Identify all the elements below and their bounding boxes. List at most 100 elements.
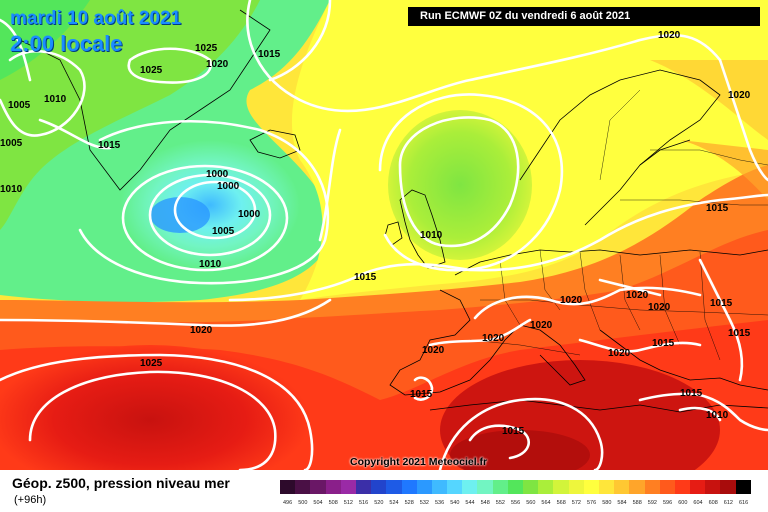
isobar-label: 1020 bbox=[190, 325, 213, 336]
isobar-label: 1020 bbox=[626, 290, 649, 301]
color-scale-tick: 584 bbox=[617, 500, 627, 506]
color-scale-tick: 604 bbox=[693, 500, 703, 506]
color-scale-tick: 572 bbox=[571, 500, 581, 506]
color-scale-tick: 544 bbox=[465, 500, 475, 506]
color-scale-tick: 576 bbox=[587, 500, 597, 506]
color-scale-swatch bbox=[735, 480, 751, 494]
isobar-label: 1020 bbox=[648, 302, 671, 313]
color-scale-tick: 516 bbox=[359, 500, 369, 506]
color-scale bbox=[280, 480, 751, 494]
color-scale-tick: 528 bbox=[404, 500, 414, 506]
isobar-label: 1005 bbox=[212, 226, 235, 237]
color-scale-tick: 588 bbox=[632, 500, 642, 506]
isobar-label: 1000 bbox=[217, 181, 240, 192]
color-scale-swatch bbox=[629, 480, 645, 494]
color-scale-swatch bbox=[477, 480, 493, 494]
isobar-label: 1015 bbox=[354, 272, 377, 283]
color-scale-swatch bbox=[720, 480, 736, 494]
lead-time: (+96h) bbox=[14, 494, 47, 506]
color-scale-swatch bbox=[690, 480, 706, 494]
color-scale-swatch bbox=[431, 480, 448, 494]
isobar-label: 1015 bbox=[410, 389, 433, 400]
color-scale-tick: 540 bbox=[450, 500, 460, 506]
color-scale-swatch bbox=[447, 480, 463, 494]
color-scale-swatch bbox=[295, 480, 311, 494]
isobar-label: 1020 bbox=[422, 345, 445, 356]
color-scale-swatch bbox=[659, 480, 675, 494]
color-scale-ticks: 496 500 504 508 512 516 520 524 528 532 536 540 544 5… bbox=[280, 500, 752, 510]
isobar-label: 1000 bbox=[238, 209, 261, 220]
isobar-label: 1005 bbox=[0, 138, 23, 149]
isobar-label: 1020 bbox=[728, 90, 751, 101]
color-scale-swatch bbox=[583, 480, 599, 494]
isobar-label: 1015 bbox=[502, 426, 525, 437]
color-scale-swatch bbox=[355, 480, 372, 494]
isobar-label: 1015 bbox=[98, 140, 121, 151]
isobar-label: 1020 bbox=[608, 348, 631, 359]
color-scale-swatch bbox=[325, 480, 341, 494]
copyright-text: Copyright 2021 Meteociel.fr bbox=[350, 456, 488, 468]
color-scale-swatch bbox=[538, 480, 554, 494]
color-scale-tick: 532 bbox=[419, 500, 429, 506]
map-canvas: 1025 1020 1015 1010 1005 1000 1000 1000 … bbox=[0, 0, 768, 470]
isobar-label: 1020 bbox=[482, 333, 505, 344]
color-scale-swatch bbox=[598, 480, 615, 494]
color-scale-swatch bbox=[614, 480, 630, 494]
isobar-labels: 1025 1020 1015 1010 1005 1000 1000 1000 … bbox=[0, 30, 751, 437]
color-scale-tick: 596 bbox=[663, 500, 673, 506]
color-scale-swatch bbox=[401, 480, 417, 494]
color-scale-tick: 608 bbox=[708, 500, 718, 506]
isobar-label: 1020 bbox=[530, 320, 553, 331]
color-scale-tick: 524 bbox=[389, 500, 399, 506]
isobar-label: 1025 bbox=[140, 358, 163, 369]
color-scale-tick: 580 bbox=[602, 500, 612, 506]
forecast-map: 1025 1020 1015 1010 1005 1000 1000 1000 … bbox=[0, 0, 768, 470]
color-scale-tick: 508 bbox=[328, 500, 338, 506]
isobar-label: 1015 bbox=[728, 328, 751, 339]
color-scale-tick: 548 bbox=[480, 500, 490, 506]
color-scale-swatch bbox=[492, 480, 508, 494]
isobar-label: 1020 bbox=[658, 30, 681, 41]
color-scale-swatch bbox=[310, 480, 326, 494]
color-scale-tick: 564 bbox=[541, 500, 551, 506]
isobars bbox=[0, 0, 768, 470]
isobar-label: 1015 bbox=[706, 203, 729, 214]
isobar-label: 1010 bbox=[44, 94, 67, 105]
color-scale-swatch bbox=[523, 480, 539, 494]
color-scale-tick: 504 bbox=[313, 500, 323, 506]
color-scale-tick: 556 bbox=[511, 500, 521, 506]
color-scale-swatch bbox=[568, 480, 584, 494]
color-scale-tick: 568 bbox=[556, 500, 566, 506]
color-scale-tick: 612 bbox=[723, 500, 733, 506]
isobar-label: 1015 bbox=[258, 49, 281, 60]
color-scale-swatch bbox=[416, 480, 432, 494]
map-title: Géop. z500, pression niveau mer bbox=[12, 475, 230, 491]
isobar-label: 1010 bbox=[706, 410, 729, 421]
isobar-label: 1025 bbox=[195, 43, 218, 54]
isobar-label: 1010 bbox=[420, 230, 443, 241]
color-scale-swatch bbox=[371, 480, 387, 494]
isobar-label: 1020 bbox=[206, 59, 229, 70]
color-scale-tick: 536 bbox=[435, 500, 445, 506]
color-scale-swatch bbox=[340, 480, 356, 494]
isobar-label: 1020 bbox=[560, 295, 583, 306]
color-scale-swatch bbox=[507, 480, 523, 494]
isobar-label: 1015 bbox=[680, 388, 703, 399]
color-scale-swatch bbox=[462, 480, 478, 494]
isobar-label: 1025 bbox=[140, 65, 163, 76]
isobar-label: 1000 bbox=[206, 169, 229, 180]
forecast-date: mardi 10 août 2021 bbox=[10, 8, 182, 29]
color-scale-swatch bbox=[644, 480, 660, 494]
color-scale-swatch bbox=[674, 480, 691, 494]
color-scale-swatch bbox=[553, 480, 569, 494]
isobar-label: 1005 bbox=[8, 100, 31, 111]
color-scale-tick: 616 bbox=[739, 500, 749, 506]
color-scale-tick: 600 bbox=[678, 500, 688, 506]
color-scale-tick: 520 bbox=[374, 500, 384, 506]
isobar-label: 1015 bbox=[652, 338, 675, 349]
isobar-label: 1010 bbox=[0, 184, 23, 195]
forecast-local-time: 2:00 locale bbox=[10, 31, 123, 56]
color-scale-tick: 560 bbox=[526, 500, 536, 506]
color-scale-swatch bbox=[386, 480, 402, 494]
